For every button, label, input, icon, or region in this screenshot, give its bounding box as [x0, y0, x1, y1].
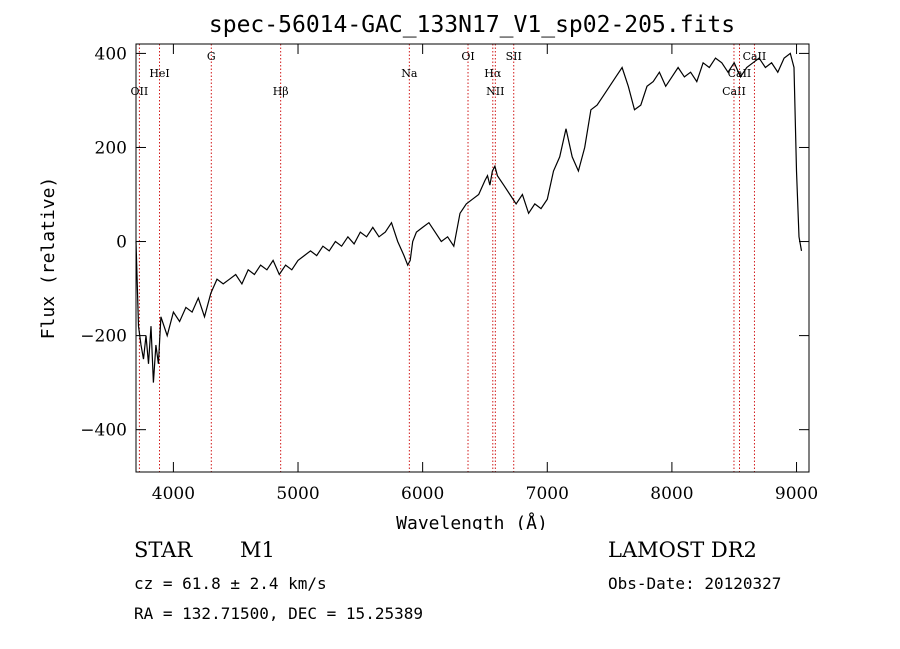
x-tick-label: 5000 [276, 484, 319, 504]
object-class: STAR [134, 538, 193, 562]
y-tick-label: 400 [95, 44, 127, 64]
y-axis-ticks: −400 −200 0 200 400 [80, 44, 809, 441]
y-axis-label: Flux (relative) [38, 177, 59, 340]
object-subclass: M1 [240, 538, 275, 562]
plot-frame [135, 43, 810, 473]
chart-title: spec-56014-GAC_133N17_V1_sp02-205.fits [209, 12, 735, 38]
y-tick-label: 0 [116, 233, 127, 253]
y-tick-label: −400 [80, 421, 127, 441]
emission-line-label: Hα [484, 67, 502, 80]
emission-line-label: OII [131, 85, 149, 98]
observation-date: Obs-Date: 20120327 [608, 574, 782, 593]
emission-line-label: CaII [722, 85, 746, 98]
x-tick-label: 8000 [650, 484, 693, 504]
emission-line-label: NII [486, 85, 504, 98]
x-axis-label: Wavelength (Å) [396, 512, 548, 530]
spectrum-chart: spec-56014-GAC_133N17_V1_sp02-205.fits O… [38, 12, 818, 530]
x-tick-label: 6000 [401, 484, 444, 504]
emission-line-label: G [207, 50, 216, 63]
emission-line-label: OI [461, 50, 474, 63]
spectrum-series-line [135, 52, 803, 383]
emission-line-label: HeI [149, 67, 169, 80]
y-tick-label: −200 [80, 327, 127, 347]
emission-line-label: Hβ [273, 85, 289, 98]
emission-line-label: Na [401, 67, 418, 80]
redshift-readout: cz = 61.8 ± 2.4 km/s [134, 574, 327, 593]
survey-name: LAMOST DR2 [608, 538, 757, 562]
x-tick-label: 9000 [775, 484, 818, 504]
x-tick-label: 7000 [526, 484, 569, 504]
x-tick-label: 4000 [152, 484, 195, 504]
emission-line-label: SII [506, 50, 522, 63]
y-tick-label: 200 [95, 138, 127, 158]
coordinates-readout: RA = 132.71500, DEC = 15.25389 [134, 604, 423, 623]
x-axis-ticks: 4000 5000 6000 7000 8000 9000 [152, 44, 818, 504]
